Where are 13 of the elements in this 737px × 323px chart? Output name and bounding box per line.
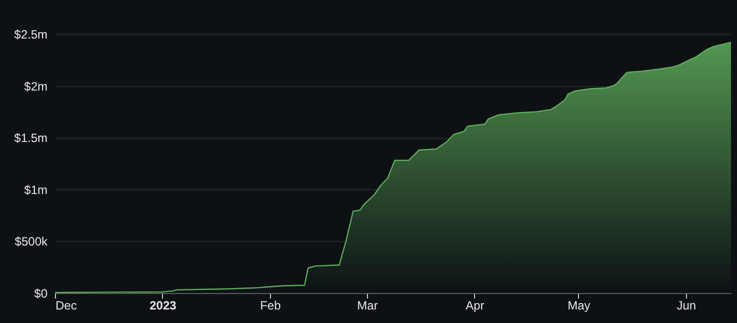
y-tick-label: $1.5m	[14, 131, 48, 146]
x-tick-label: May	[568, 298, 590, 312]
y-tick-label: $2.5m	[14, 28, 48, 42]
y-tick-label: $1m	[24, 182, 48, 197]
y-tick-label: $0	[34, 286, 48, 300]
x-tick-label: Feb	[260, 298, 282, 312]
x-tick-label: Jun	[676, 298, 696, 312]
x-tick-label: 2023	[150, 298, 177, 312]
x-tick-label: Apr	[466, 298, 484, 312]
x-tick-label: Dec	[56, 298, 77, 312]
y-tick-label: $500k	[14, 234, 48, 249]
x-tick-label: Mar	[357, 298, 378, 312]
y-tick-label: $2m	[24, 79, 48, 94]
